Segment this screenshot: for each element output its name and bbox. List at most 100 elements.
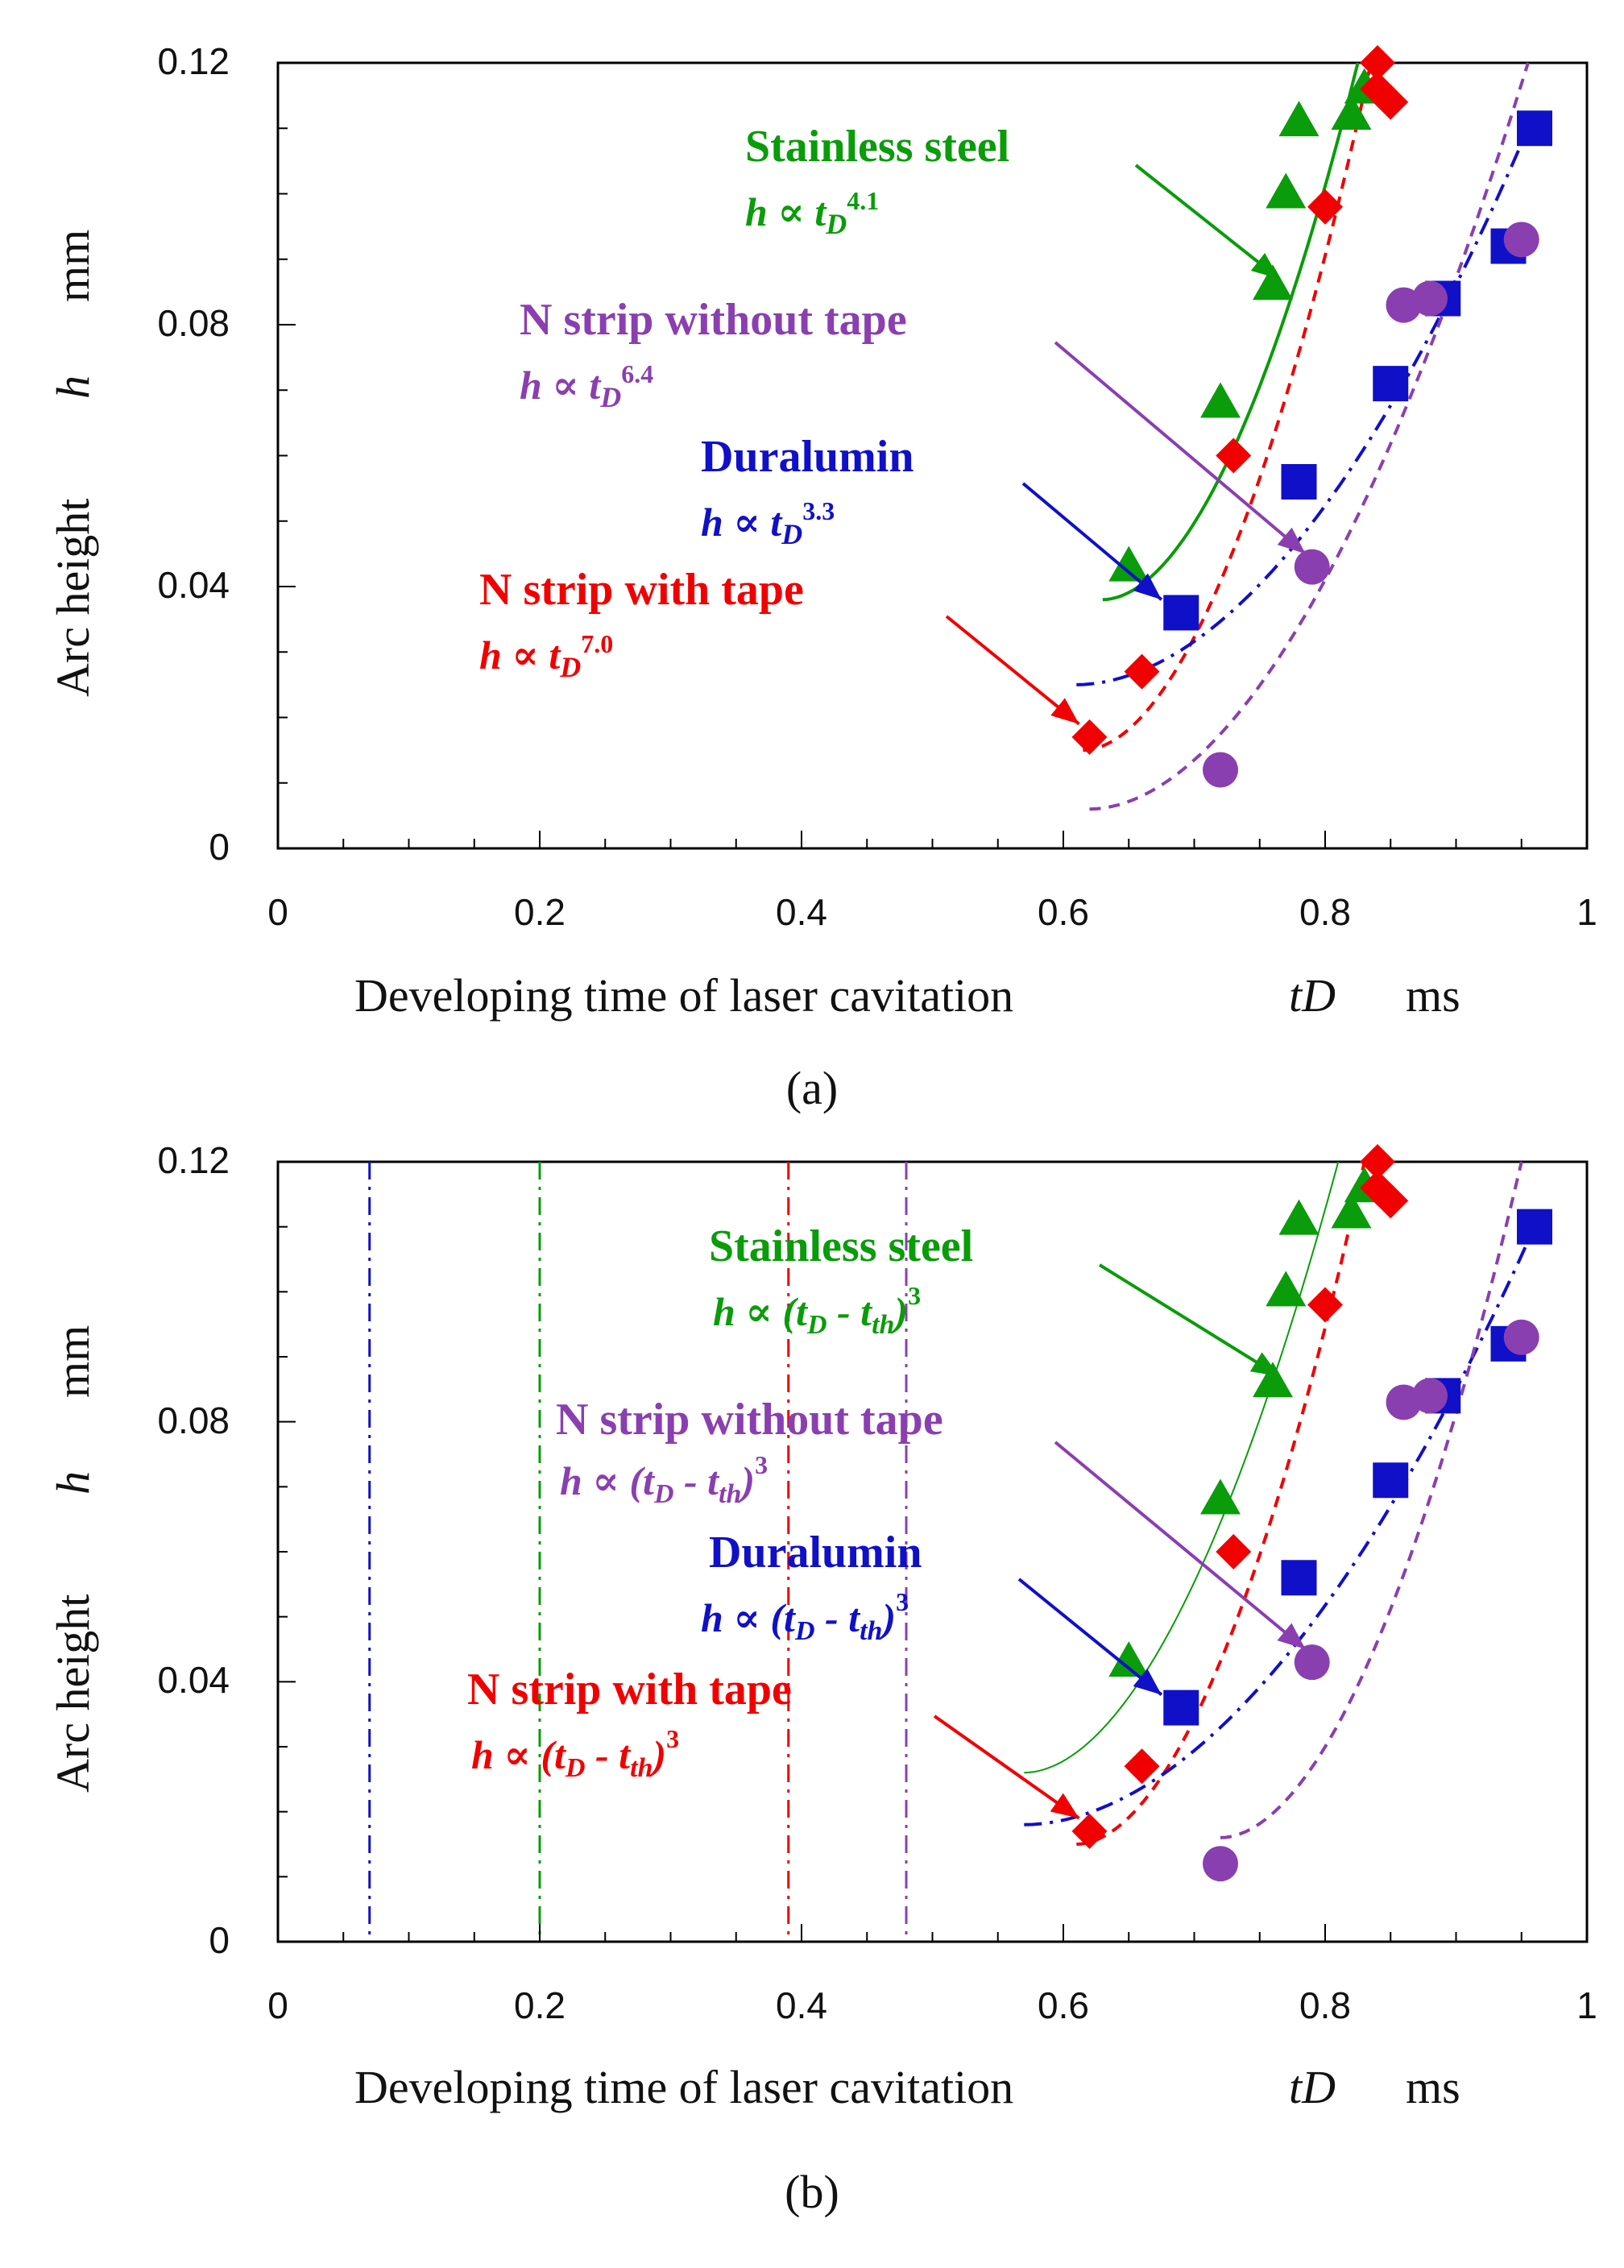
panel-b-point-n-strip-without-tape [1203,1846,1238,1882]
panel-b-arrowhead-steel [1249,1352,1280,1377]
panel-b-point-stainless-steel [1253,1362,1293,1398]
panel-b-point-n-strip-with-tape [1360,1144,1395,1180]
panel-b-point-n-strip-with-tape [1307,1287,1343,1323]
panel-b-ann-nw-name: N strip with tape [467,1665,792,1714]
panel-a-plot-frame [276,61,1589,850]
panel-b-arrow-nw [933,1714,1080,1820]
panel-b-y-tick-0.12: 0.12 [157,1139,230,1181]
panel-b-fit-curves [1024,1161,1536,1846]
panel-b-fit-n-strip-without-tape [1220,1161,1523,1839]
panel-a-x-tick-1: 1 [1576,891,1597,933]
panel-b-point-stainless-steel [1200,1478,1241,1515]
panel-a-markers [1071,45,1552,788]
panel-a-point-n-strip-without-tape [1412,280,1448,317]
panel-a-y-axis-title-group: Arc height h mm [47,230,99,697]
panel-a-x-axis-symbol: tD [1289,969,1336,1022]
panel-b-ann-nwo-name: N strip without tape [556,1395,943,1445]
panel-b-fit-n-strip-with-tape [1076,1161,1366,1846]
panel-b-markers [1071,1144,1552,1882]
panel-b-y-axis-symbol: h [47,1471,99,1495]
panel-b-fit-duralumin [1024,1225,1536,1826]
panel-a-point-n-strip-with-tape [1373,84,1409,120]
panel-b-threshold-lines [368,1162,908,1942]
panel-b-point-duralumin [1517,1209,1552,1245]
panel-a-point-stainless-steel [1253,264,1293,301]
panel-a-x-axis-title: Developing time of laser cavitation [354,969,1013,1022]
panel-b-point-n-strip-without-tape [1412,1378,1448,1414]
panel-a-point-stainless-steel [1278,101,1320,137]
panel-a-ann-nwo-name: N strip without tape [520,295,907,345]
panel-a-point-n-strip-with-tape [1360,45,1395,81]
panel-b-point-n-strip-without-tape [1294,1644,1330,1681]
panel-b-x-axis-symbol: tD [1289,2061,1336,2113]
panel-a-x-tick-0.2: 0.2 [514,891,566,933]
panel-a-y-tick-0.04: 0.04 [157,564,230,606]
panel-b-ann-nw-formula: h ∝ (tD - tth)3 [471,1724,679,1783]
panel-a-point-n-strip-without-tape [1503,222,1539,258]
panel-a-ann-nw-name: N strip with tape [479,565,804,615]
panel-a-arrows [945,164,1307,726]
panel-a: 0.12 0.08 0.04 0 0 0.2 0.4 0.6 0.8 1 Dev… [47,40,1597,1114]
panel-b-point-n-strip-without-tape [1503,1319,1539,1355]
panel-a-y-tick-0.12: 0.12 [157,40,230,82]
panel-b-arrowhead-nwo [1277,1623,1306,1649]
panel-a-ann-steel-name: Stainless steel [745,122,1009,172]
panel-b-x-axis-unit: ms [1406,2061,1460,2113]
panel-a-point-n-strip-without-tape [1203,752,1238,788]
panel-a-arrowhead-nw [1050,698,1079,724]
panel-a-point-duralumin [1163,595,1199,631]
panel-a-y-axis-unit: mm [47,230,99,302]
panel-b-label: (b) [785,2166,839,2218]
panel-b-x-tick-1: 1 [1576,1984,1597,2026]
panel-b-plot-frame [276,1160,1589,1943]
panel-a-arrow-steel [1134,164,1281,280]
panel-b-y-tick-0.04: 0.04 [157,1659,230,1701]
panel-a-point-n-strip-with-tape [1124,653,1160,690]
panel-a-point-n-strip-without-tape [1294,549,1330,585]
panel-a-point-n-strip-with-tape [1071,719,1108,755]
panel-a-label: (a) [786,1062,838,1114]
panel-a-x-tick-0: 0 [267,891,288,933]
panel-a-ann-nwo-formula: h ∝ tD6.4 [520,359,653,413]
panel-b-point-duralumin [1281,1560,1317,1596]
panel-a-ann-steel-formula: h ∝ tD4.1 [745,186,879,240]
panel-b-y-axis-title: Arc height [47,1594,99,1793]
panel-b-arrow-dur [1017,1578,1163,1697]
panel-a-arrow-nw [945,615,1080,726]
panel-b-x-tick-0: 0 [267,1984,288,2026]
panel-a-ann-dur-formula: h ∝ tD3.3 [701,496,835,550]
panel-b-point-n-strip-with-tape [1216,1534,1252,1569]
panel-a-y-axis-symbol: h [47,375,99,399]
panel-a-fit-n-strip-without-tape [1089,62,1530,811]
panel-b-ann-dur-name: Duralumin [709,1528,922,1578]
panel-b-point-stainless-steel [1266,1271,1307,1307]
panel-b-x-axis-title: Developing time of laser cavitation [354,2061,1013,2113]
panel-a-fit-stainless-steel [1102,62,1360,602]
panel-a-point-n-strip-with-tape [1216,437,1252,474]
panel-a-arrowhead-dur [1133,573,1162,600]
panel-a-point-n-strip-with-tape [1307,189,1343,225]
panel-b-y-axis-unit: mm [47,1325,99,1398]
panel-b-ann-nwo-formula: h ∝ (tD - tth)3 [560,1450,768,1509]
panel-a-point-duralumin [1517,110,1552,147]
panel-a-annotations: Stainless steel h ∝ tD4.1 N strip withou… [479,122,1009,683]
panel-b-ann-steel-formula: h ∝ (tD - tth)3 [713,1281,921,1340]
panel-a-y-tick-0.08: 0.08 [157,302,230,344]
panel-b-x-tick-0.8: 0.8 [1299,1984,1351,2026]
panel-b-arrowhead-dur [1133,1669,1162,1695]
panel-b-y-axis-title-group: Arc height h mm [47,1325,99,1793]
panel-a-x-tick-0.6: 0.6 [1038,891,1089,933]
panel-b-ann-dur-formula: h ∝ (tD - tth)3 [701,1587,909,1646]
panel-b-ticks [278,1225,1522,1942]
panel-a-point-duralumin [1373,366,1409,402]
panel-a-point-stainless-steel [1108,545,1150,582]
panel-b-arrowhead-nw [1050,1793,1079,1818]
panel-a-y-tick-0: 0 [209,826,230,868]
panel-a-ann-nw-formula: h ∝ tD7.0 [479,629,613,683]
panel-b-fit-stainless-steel [1024,1161,1340,1774]
panel-b-annotations: Stainless steel h ∝ (tD - tth)3 N strip … [467,1221,973,1783]
panel-a-fit-curves [1076,62,1530,811]
panel-a-fit-duralumin [1076,127,1530,686]
panel-a-arrowhead-nwo [1277,527,1306,554]
